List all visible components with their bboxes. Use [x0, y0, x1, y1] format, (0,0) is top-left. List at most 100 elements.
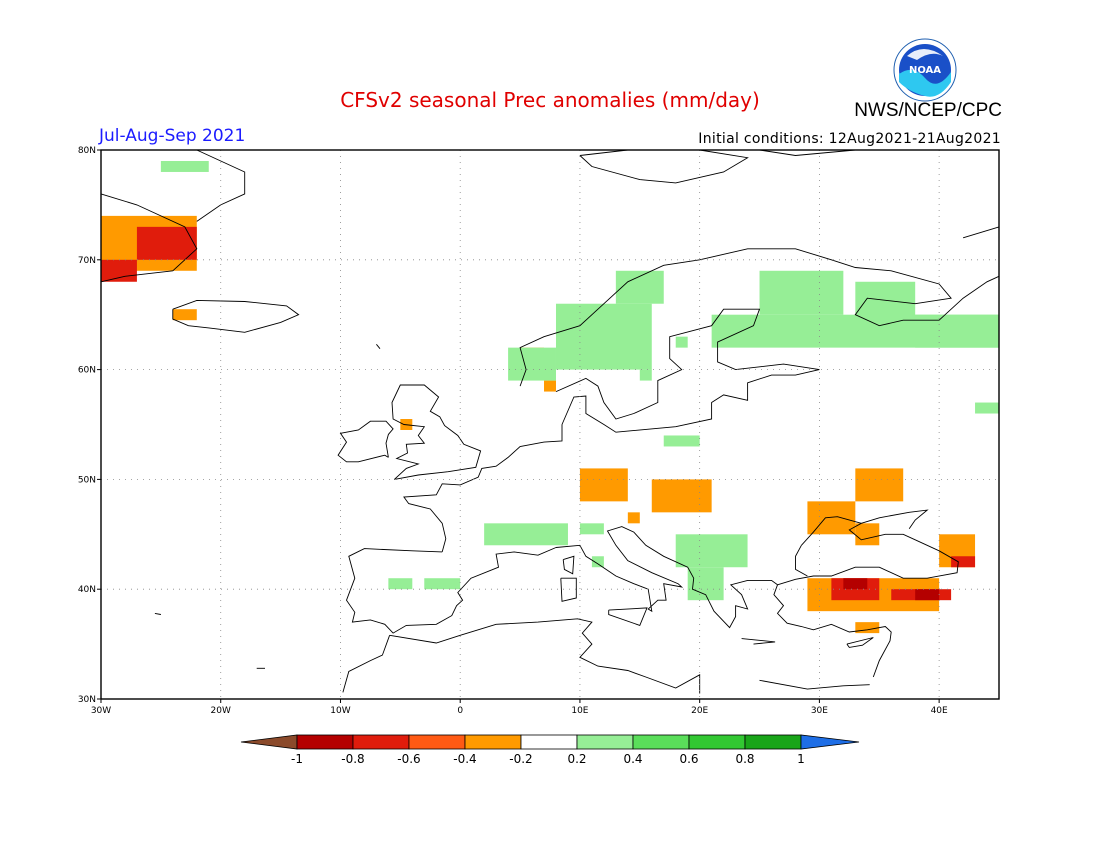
coastline	[337, 420, 394, 463]
initial-conditions-label: Initial conditions: 12Aug2021-21Aug2021	[698, 131, 1001, 147]
lon-tick-label: 10W	[330, 706, 350, 716]
map-title: CFSv2 seasonal Prec anomalies (mm/day)	[340, 88, 760, 112]
coastline	[100, 193, 198, 283]
anomaly-cell	[675, 534, 748, 568]
coastline	[519, 248, 1000, 387]
legend-swatch	[688, 734, 746, 750]
legend-label: 0.6	[679, 752, 698, 766]
anomaly-cell	[975, 402, 999, 414]
anomaly-cell	[484, 523, 568, 546]
anomaly-cell	[101, 259, 137, 282]
season-label: Jul-Aug-Sep 2021	[99, 126, 246, 146]
noaa-logo-text: NOAA	[909, 65, 941, 76]
anomaly-cell	[508, 347, 556, 381]
coastline	[391, 384, 482, 480]
anomaly-cell	[388, 578, 413, 590]
legend-swatch	[408, 734, 466, 750]
anomaly-cell	[855, 468, 904, 502]
legend-swatch	[744, 734, 802, 750]
anomaly-cell	[160, 160, 209, 172]
coastline	[773, 584, 892, 678]
anomaly-cell	[579, 523, 604, 535]
legend-swatch	[464, 734, 522, 750]
lon-tick-label: 0	[457, 706, 463, 716]
coastline	[403, 424, 563, 553]
anomaly-cell	[663, 435, 700, 447]
legend-label: -0.6	[397, 752, 420, 766]
coastline	[759, 679, 870, 690]
coastline	[555, 308, 820, 420]
anomaly-cells	[101, 160, 999, 634]
lon-tick-label: 20W	[211, 706, 231, 716]
legend-swatch	[352, 734, 410, 750]
anomaly-cell	[555, 303, 652, 370]
grid-lines	[101, 150, 999, 699]
anomaly-cell	[915, 589, 940, 601]
anomaly-cell	[855, 523, 880, 546]
coastline	[777, 509, 959, 586]
legend-label: -0.8	[341, 752, 364, 766]
legend-label: 0.4	[623, 752, 642, 766]
lon-tick-label: 30W	[91, 706, 111, 716]
coastline	[608, 607, 648, 626]
anomaly-cell	[855, 622, 880, 634]
anomaly-cell	[172, 309, 197, 321]
axis-ticks: 30W 20W 10W 0 10E 20E 30E 40E 30N 40N 50N 60N 70N 80N	[78, 146, 948, 716]
coastline	[962, 226, 1000, 239]
lon-tick-label: 20E	[691, 706, 708, 716]
lat-tick-label: 80N	[78, 146, 96, 156]
anomaly-cell	[544, 380, 556, 392]
organization-label: NWS/NCEP/CPC	[854, 100, 1002, 121]
coastline	[389, 618, 701, 694]
coastline	[154, 612, 161, 615]
anomaly-cell	[855, 281, 916, 326]
color-legend: -1 -0.8 -0.6 -0.4 -0.2 0.2 0.4 0.6 0.8 1	[240, 734, 860, 766]
legend-arrow-below	[240, 734, 298, 750]
anomaly-cell	[136, 226, 197, 260]
coastline	[801, 516, 862, 546]
coastline	[795, 545, 808, 577]
legend-arrow-above	[800, 734, 860, 750]
coastline	[555, 526, 778, 629]
anomaly-cell	[424, 578, 461, 590]
anomaly-cell	[615, 270, 664, 304]
coastline	[345, 547, 557, 634]
coastline	[376, 344, 381, 349]
anomaly-cell	[951, 556, 976, 568]
legend-label: 0.8	[735, 752, 754, 766]
coastline	[741, 638, 776, 645]
anomaly-cell	[675, 336, 688, 348]
coastline	[196, 149, 246, 222]
legend-label: 1	[797, 752, 805, 766]
lon-tick-label: 30E	[811, 706, 828, 716]
legend-swatch	[520, 734, 578, 750]
coastline	[342, 635, 391, 693]
legend-swatch	[576, 734, 634, 750]
legend-label: -1	[291, 752, 303, 766]
coastline	[759, 149, 856, 156]
anomaly-cell	[843, 578, 868, 590]
anomaly-cell	[591, 556, 604, 568]
coastline	[560, 577, 577, 602]
legend-label: -0.4	[453, 752, 476, 766]
anomaly-cell	[627, 512, 640, 524]
anomaly-cell	[651, 479, 712, 513]
map-frame	[100, 149, 1000, 700]
lon-tick-label: 10E	[571, 706, 588, 716]
anomaly-cell	[807, 501, 856, 535]
legend-swatch	[632, 734, 690, 750]
coastline	[579, 149, 749, 184]
anomaly-cell	[759, 270, 844, 315]
coastline	[562, 555, 575, 575]
legend-label: -0.2	[509, 752, 532, 766]
lat-tick-label: 70N	[78, 256, 96, 266]
anomaly-cell	[579, 468, 628, 502]
coastline	[846, 637, 874, 648]
legend-swatch	[296, 734, 354, 750]
coastline	[561, 369, 820, 433]
coastline	[172, 299, 300, 333]
lat-tick-label: 60N	[78, 366, 96, 376]
lon-tick-label: 40E	[931, 706, 948, 716]
noaa-logo: NOAA	[893, 38, 957, 102]
